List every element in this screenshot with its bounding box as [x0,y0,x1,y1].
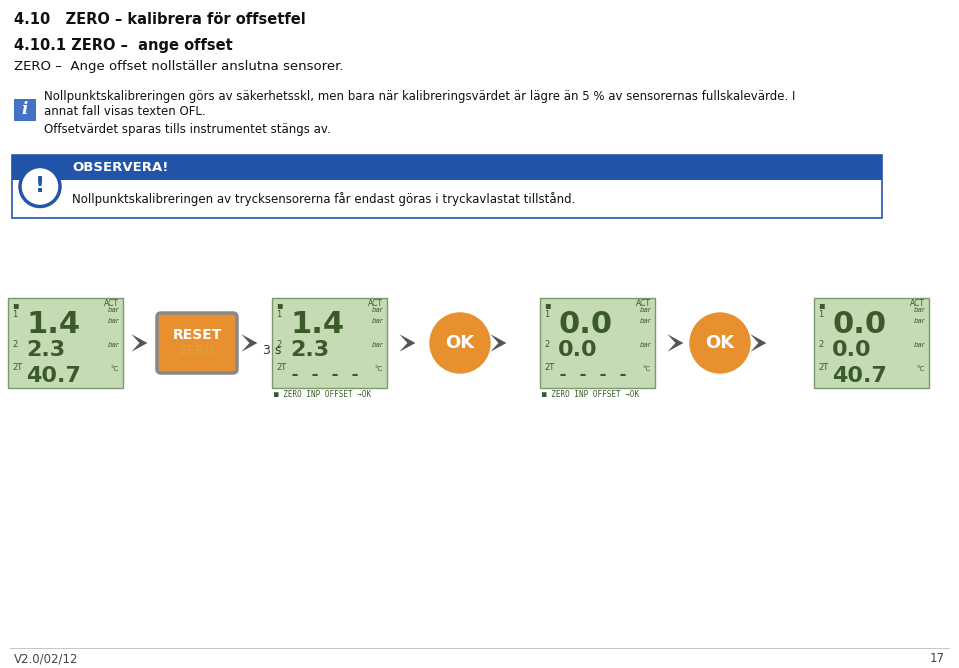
Text: 2: 2 [818,340,823,349]
Text: bar: bar [640,307,651,313]
Text: - - - -: - - - - [290,366,360,384]
Text: 0.0: 0.0 [558,310,612,339]
Text: ZERO –  Ange offset nollställer anslutna sensorer.: ZERO – Ange offset nollställer anslutna … [14,60,343,73]
Text: bar: bar [640,342,651,348]
Text: bar: bar [640,318,651,324]
Text: 40.7: 40.7 [26,366,81,386]
Text: 4.10.1 ZERO –  ange offset: 4.10.1 ZERO – ange offset [14,38,233,53]
Text: bar: bar [371,318,383,324]
Polygon shape [667,334,684,352]
FancyBboxPatch shape [157,313,237,373]
FancyBboxPatch shape [14,99,36,121]
Text: !: ! [35,176,45,196]
Text: OK: OK [445,334,475,352]
Text: ▪: ▪ [276,300,283,310]
Text: °C: °C [917,366,925,372]
Text: Nollpunktskalibreringen av trycksensorerna får endast göras i tryckavlastat till: Nollpunktskalibreringen av trycksensorer… [72,192,575,206]
Text: ▪: ▪ [544,300,550,310]
Text: 2T: 2T [12,363,22,372]
Text: i: i [22,102,28,118]
Text: bar: bar [371,307,383,313]
Polygon shape [399,334,415,352]
Text: ACT: ACT [636,299,651,308]
Text: 0.0: 0.0 [832,340,872,360]
Text: ZERO: ZERO [179,345,215,357]
Text: bar: bar [371,342,383,348]
Circle shape [430,313,490,373]
Text: bar: bar [107,307,119,313]
Polygon shape [242,334,257,352]
Text: - - - -: - - - - [558,366,628,384]
Text: 2: 2 [276,340,281,349]
Text: ■ ZERO INP OFFSET →OK: ■ ZERO INP OFFSET →OK [542,390,639,399]
Text: 2: 2 [544,340,550,349]
Text: °C: °C [375,366,383,372]
Text: 1: 1 [12,310,17,319]
Text: V2.0/02/12: V2.0/02/12 [14,652,79,665]
Text: °C: °C [110,366,119,372]
Text: 2: 2 [12,340,17,349]
Text: bar: bar [913,307,925,313]
Text: bar: bar [107,342,119,348]
Text: 3 s: 3 s [263,345,281,357]
Text: 0.0: 0.0 [558,340,597,360]
Text: Nollpunktskalibreringen görs av säkerhetsskl, men bara när kalibreringsvärdet är: Nollpunktskalibreringen görs av säkerhet… [44,90,795,103]
Text: ■ ZERO INP OFFSET →OK: ■ ZERO INP OFFSET →OK [274,390,371,399]
Text: 17: 17 [930,652,945,665]
Text: 2T: 2T [544,363,554,372]
Text: OK: OK [706,334,735,352]
FancyBboxPatch shape [540,298,655,388]
FancyBboxPatch shape [12,155,882,180]
Text: 1: 1 [544,310,550,319]
Text: 1: 1 [818,310,823,319]
Text: 4.10   ZERO – kalibrera för offsetfel: 4.10 ZERO – kalibrera för offsetfel [14,12,306,27]
Text: ▪: ▪ [12,300,18,310]
Polygon shape [490,334,506,352]
Polygon shape [750,334,766,352]
Text: 2.3: 2.3 [26,340,65,360]
FancyBboxPatch shape [8,298,123,388]
Text: 1.4: 1.4 [290,310,344,339]
Text: RESET: RESET [173,328,222,342]
Polygon shape [131,334,148,352]
Text: 2.3: 2.3 [290,340,329,360]
Text: ACT: ACT [910,299,925,308]
FancyBboxPatch shape [814,298,929,388]
Text: 0.0: 0.0 [832,310,886,339]
Text: annat fall visas texten OFL.: annat fall visas texten OFL. [44,105,205,118]
Text: ACT: ACT [104,299,119,308]
FancyBboxPatch shape [12,155,882,218]
FancyBboxPatch shape [272,298,387,388]
Text: 1.4: 1.4 [26,310,81,339]
Text: 1: 1 [276,310,281,319]
Text: OBSERVERA!: OBSERVERA! [72,161,169,174]
Circle shape [20,166,60,206]
Text: 40.7: 40.7 [832,366,887,386]
Text: Offsetvärdet sparas tills instrumentet stängs av.: Offsetvärdet sparas tills instrumentet s… [44,123,331,136]
Text: ▪: ▪ [818,300,825,310]
Text: °C: °C [643,366,651,372]
Text: 2T: 2T [818,363,829,372]
Text: 2T: 2T [276,363,286,372]
Text: bar: bar [913,342,925,348]
Text: ACT: ACT [368,299,383,308]
Text: bar: bar [107,318,119,324]
Text: bar: bar [913,318,925,324]
Circle shape [690,313,750,373]
